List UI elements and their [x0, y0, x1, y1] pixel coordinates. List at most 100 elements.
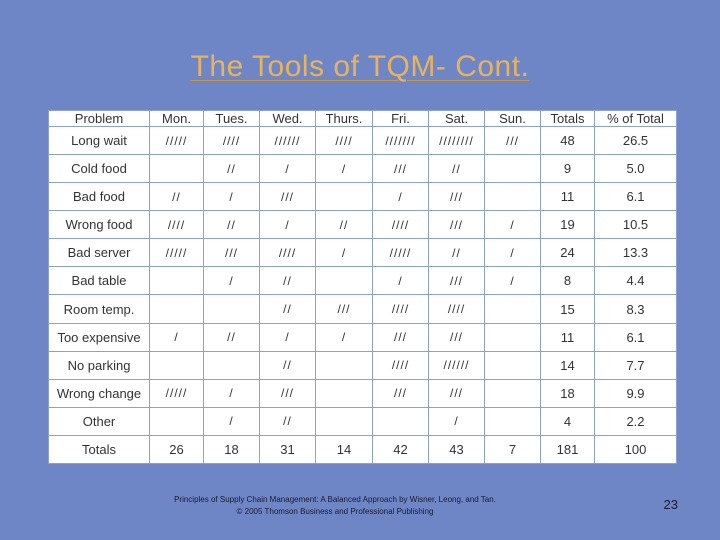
footer-citation: Principles of Supply Chain Management: A… [0, 494, 670, 518]
value-cell: 8 [540, 266, 595, 296]
table-row: Room temp./////////////15 8.3 [48, 294, 677, 324]
tally-cell: / [203, 266, 260, 296]
tally-cell: /// [372, 154, 429, 184]
tally-cell: //// [149, 210, 204, 240]
tally-cell: / [259, 154, 316, 184]
value-cell: 18 [540, 378, 595, 408]
problem-label: Room temp. [48, 294, 150, 324]
value-cell: 11 [540, 182, 595, 212]
tally-cell: // [259, 266, 316, 296]
check-sheet-table: Problem Mon. Tues. Wed. Thurs. Fri. Sat. Sun. To… [48, 110, 677, 465]
tally-cell: // [203, 154, 260, 184]
tally-cell: // [149, 182, 204, 212]
column-header: % of Total [594, 110, 677, 127]
table-row: Other ////4 2.2 [48, 406, 677, 436]
tally-cell: / [259, 322, 316, 352]
value-cell: 31 [259, 434, 316, 465]
column-header: Sun. [484, 110, 541, 127]
tally-cell: //////// [428, 125, 485, 156]
value-cell: 4 [540, 406, 595, 436]
problem-label: Wrong change [48, 378, 150, 408]
tally-cell [315, 406, 373, 436]
table-row: Too expensive //// ///////11 6.1 [48, 322, 677, 352]
tally-cell: / [428, 406, 485, 436]
table-row: No parking////////////14 7.7 [48, 350, 677, 380]
problem-label: Bad server [48, 238, 150, 268]
tally-cell: /// [428, 182, 485, 212]
tally-cell: /// [372, 378, 429, 408]
value-cell: 42 [372, 434, 429, 465]
table-row: Wrong food/////////////////19 10.5 [48, 210, 677, 240]
tally-cell: ///// [149, 238, 204, 268]
tally-cell [484, 350, 541, 380]
tally-cell [484, 154, 541, 184]
tally-cell: //// [428, 294, 485, 324]
value-cell: 6.1 [594, 322, 677, 352]
tally-cell: / [259, 210, 316, 240]
footer-line-1: Principles of Supply Chain Management: A… [174, 495, 496, 504]
tally-cell [203, 294, 260, 324]
problem-label: Wrong food [48, 210, 150, 240]
tally-cell [149, 294, 204, 324]
tally-cell: // [203, 210, 260, 240]
table-row: Long wait///////////////////////////////… [48, 125, 677, 156]
tally-cell: ////// [428, 350, 485, 380]
value-cell: 6.1 [594, 182, 677, 212]
tally-cell: /// [259, 378, 316, 408]
tally-cell: / [203, 378, 260, 408]
value-cell: 14 [315, 434, 373, 465]
tally-cell: //// [372, 210, 429, 240]
tally-cell [149, 406, 204, 436]
problem-label: Totals [48, 434, 150, 465]
tally-cell [484, 322, 541, 352]
value-cell: 14 [540, 350, 595, 380]
table-header-row: Problem Mon. Tues. Wed. Thurs. Fri. Sat. Sun. To… [48, 110, 677, 127]
value-cell: 26.5 [594, 125, 677, 156]
value-cell: 4.4 [594, 266, 677, 296]
tally-cell [484, 406, 541, 436]
column-header: Fri. [372, 110, 429, 127]
column-header: Thurs. [315, 110, 373, 127]
value-cell: 26 [149, 434, 204, 465]
value-cell: 5.0 [594, 154, 677, 184]
tally-cell: / [315, 238, 373, 268]
problem-label: Bad table [48, 266, 150, 296]
value-cell: 48 [540, 125, 595, 156]
tally-cell: //// [259, 238, 316, 268]
table-row: Bad table ////////8 4.4 [48, 266, 677, 296]
tally-cell [484, 294, 541, 324]
tally-cell: / [484, 238, 541, 268]
value-cell: 7.7 [594, 350, 677, 380]
tally-cell: // [428, 238, 485, 268]
page-number: 23 [663, 497, 678, 512]
tally-cell: /// [484, 125, 541, 156]
tally-cell [315, 266, 373, 296]
tally-cell [203, 350, 260, 380]
column-header: Tues. [203, 110, 260, 127]
tally-cell: /// [203, 238, 260, 268]
problem-label: Bad food [48, 182, 150, 212]
tally-cell: /// [428, 210, 485, 240]
column-header: Problem [48, 110, 150, 127]
tally-cell: /// [259, 182, 316, 212]
tally-cell [149, 350, 204, 380]
value-cell: 100 [594, 434, 677, 465]
tally-cell: ///// [149, 378, 204, 408]
check-sheet-table-container: Problem Mon. Tues. Wed. Thurs. Fri. Sat. Sun. To… [48, 110, 677, 465]
tally-cell: ////// [259, 125, 316, 156]
tally-cell [315, 350, 373, 380]
tally-cell: //// [372, 294, 429, 324]
tally-cell: / [484, 266, 541, 296]
value-cell: 7 [484, 434, 541, 465]
tally-cell [484, 378, 541, 408]
value-cell: 8.3 [594, 294, 677, 324]
value-cell: 24 [540, 238, 595, 268]
value-cell: 19 [540, 210, 595, 240]
tally-cell: //// [315, 125, 373, 156]
tally-cell: / [315, 322, 373, 352]
tally-cell: // [259, 294, 316, 324]
table-row: Bad server/////////////////////24 13.3 [48, 238, 677, 268]
column-header: Totals [540, 110, 595, 127]
value-cell: 2.2 [594, 406, 677, 436]
problem-label: Other [48, 406, 150, 436]
